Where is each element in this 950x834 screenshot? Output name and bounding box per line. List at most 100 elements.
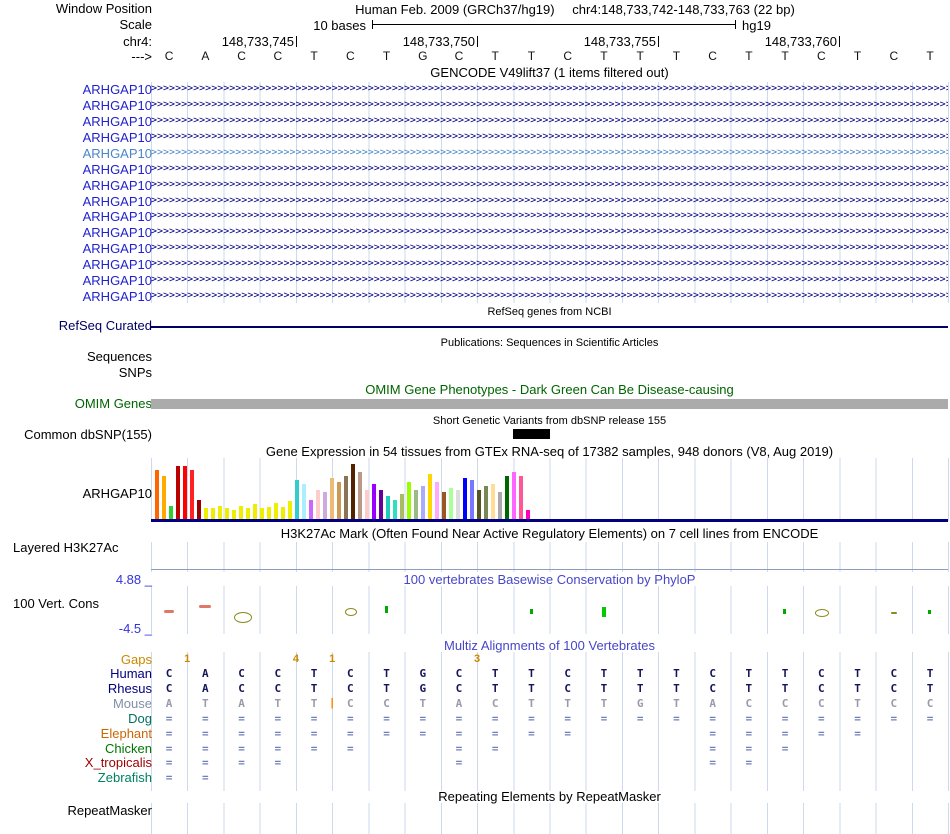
gtex-expression-bar <box>344 476 348 520</box>
sequence-base: C <box>273 49 283 63</box>
gtex-expression-bar <box>337 482 341 520</box>
sequences-track-label[interactable]: Sequences <box>86 349 152 364</box>
gencode-gene-label[interactable]: ARHGAP10 <box>82 146 152 161</box>
species-label-mouse[interactable]: Mouse <box>112 696 152 711</box>
gencode-gene-label[interactable]: ARHGAP10 <box>82 209 152 224</box>
gtex-expression-bar <box>463 478 467 520</box>
gencode-transcript-row[interactable]: >>>>>>>>>>>>>>>>>>>>>>>>>>>>>>>>>>>>>>>>… <box>151 115 948 126</box>
species-label-chicken[interactable]: Chicken <box>105 741 152 756</box>
alignment-base: = <box>383 712 390 725</box>
alignment-base: = <box>165 756 173 769</box>
species-label-dog[interactable]: Dog <box>128 711 152 726</box>
gencode-transcript-row[interactable]: >>>>>>>>>>>>>>>>>>>>>>>>>>>>>>>>>>>>>>>>… <box>151 290 948 301</box>
gencode-gene-label[interactable]: ARHGAP10 <box>82 289 152 304</box>
gencode-gene-label[interactable]: ARHGAP10 <box>82 273 152 288</box>
alignment-base: C <box>709 682 716 695</box>
refseq-curated-track[interactable] <box>151 326 948 328</box>
repeatmasker-track-label[interactable]: RepeatMasker <box>67 803 152 818</box>
alignment-row-chicken: = = = = = = = = = = = <box>151 742 948 755</box>
gencode-gene-label[interactable]: ARHGAP10 <box>82 257 152 272</box>
alignment-base: = <box>600 712 608 725</box>
gtex-expression-bar <box>232 510 236 520</box>
alignment-base <box>839 742 875 755</box>
position-title: Human Feb. 2009 (GRCh37/hg19) chr4:148,7… <box>205 2 945 17</box>
alignment-base: T <box>854 682 861 695</box>
assembly-label: hg19 <box>742 18 771 33</box>
conservation-track-header: 100 vertebrates Basewise Conservation by… <box>403 572 696 587</box>
gencode-transcript-row[interactable]: >>>>>>>>>>>>>>>>>>>>>>>>>>>>>>>>>>>>>>>>… <box>151 163 948 174</box>
gencode-gene-label[interactable]: ARHGAP10 <box>82 225 152 240</box>
gencode-transcript-row[interactable]: >>>>>>>>>>>>>>>>>>>>>>>>>>>>>>>>>>>>>>>>… <box>151 258 948 269</box>
gencode-gene-label[interactable]: ARHGAP10 <box>82 114 152 129</box>
alignment-base: C <box>165 667 173 680</box>
gencode-transcript-row[interactable]: >>>>>>>>>>>>>>>>>>>>>>>>>>>>>>>>>>>>>>>>… <box>151 131 948 142</box>
snps-track-label[interactable]: SNPs <box>118 365 152 380</box>
repeatmasker-track-header: Repeating Elements by RepeatMasker <box>438 789 661 804</box>
gencode-gene-label[interactable]: ARHGAP10 <box>82 241 152 256</box>
omim-genes-label[interactable]: OMIM Genes <box>74 396 152 411</box>
gtex-expression-bar <box>365 490 369 520</box>
gtex-bar-chart[interactable] <box>155 462 535 520</box>
publications-track-header: Publications: Sequences in Scientific Ar… <box>440 337 659 349</box>
gencode-gene-label[interactable]: ARHGAP10 <box>82 130 152 145</box>
h3k27ac-track-label[interactable]: Layered H3K27Ac <box>13 540 119 555</box>
species-label-human[interactable]: Human <box>110 666 152 681</box>
refseq-curated-label[interactable]: RefSeq Curated <box>58 318 152 333</box>
conservation-track-label[interactable]: 100 Vert. Cons <box>13 596 99 611</box>
gtex-gene-label[interactable]: ARHGAP10 <box>82 486 152 501</box>
alignment-base: = <box>310 727 318 740</box>
species-label-rhesus[interactable]: Rhesus <box>107 681 152 696</box>
gencode-transcript-row[interactable]: >>>>>>>>>>>>>>>>>>>>>>>>>>>>>>>>>>>>>>>>… <box>151 147 948 158</box>
conservation-mark <box>345 608 358 616</box>
dbsnp-variant[interactable] <box>513 429 550 439</box>
gtex-expression-bar <box>302 484 306 520</box>
alignment-base: T <box>419 697 427 710</box>
gencode-transcript-row[interactable]: >>>>>>>>>>>>>>>>>>>>>>>>>>>>>>>>>>>>>>>>… <box>151 226 948 237</box>
alignment-base: = <box>274 742 282 755</box>
range-title: chr4:148,733,742-148,733,763 (22 bp) <box>572 2 795 17</box>
gridlines-gencode <box>151 82 949 303</box>
alignment-base: C <box>346 682 354 695</box>
sequence-base: T <box>636 49 644 63</box>
gencode-gene-label[interactable]: ARHGAP10 <box>82 194 152 209</box>
alignment-base: T <box>673 697 680 710</box>
omim-genes-track[interactable] <box>151 399 948 409</box>
gtex-expression-bar <box>155 470 159 520</box>
alignment-base: C <box>274 682 282 695</box>
gencode-transcript-row[interactable]: >>>>>>>>>>>>>>>>>>>>>>>>>>>>>>>>>>>>>>>>… <box>151 242 948 253</box>
species-label-elephant[interactable]: Elephant <box>100 726 152 741</box>
gencode-gene-label[interactable]: ARHGAP10 <box>82 82 152 97</box>
alignment-base <box>622 742 658 755</box>
alignment-base: T <box>636 667 644 680</box>
alignment-base <box>767 771 803 784</box>
alignment-base <box>586 771 622 784</box>
common-dbsnp-label[interactable]: Common dbSNP(155) <box>24 427 152 442</box>
species-label-zebrafish[interactable]: Zebrafish <box>97 770 152 785</box>
gtex-expression-bar <box>400 494 404 520</box>
gencode-gene-label[interactable]: ARHGAP10 <box>82 178 152 193</box>
sequence-base: T <box>853 49 862 63</box>
gtex-expression-bar <box>421 486 425 520</box>
sequence-base: C <box>563 49 573 63</box>
alignment-base: C <box>890 697 898 710</box>
alignment-base: A <box>202 667 209 680</box>
gtex-expression-bar <box>379 490 383 520</box>
gencode-transcript-row[interactable]: >>>>>>>>>>>>>>>>>>>>>>>>>>>>>>>>>>>>>>>>… <box>151 83 948 94</box>
alignment-base <box>550 756 586 769</box>
species-label-x_tropicalis[interactable]: X_tropicalis <box>84 755 152 770</box>
gencode-gene-label[interactable]: ARHGAP10 <box>82 98 152 113</box>
gtex-expression-bar <box>239 506 243 520</box>
alignment-base: T <box>491 682 499 695</box>
gencode-transcript-row[interactable]: >>>>>>>>>>>>>>>>>>>>>>>>>>>>>>>>>>>>>>>>… <box>151 210 948 221</box>
gencode-gene-label[interactable]: ARHGAP10 <box>82 162 152 177</box>
gencode-transcript-row[interactable]: >>>>>>>>>>>>>>>>>>>>>>>>>>>>>>>>>>>>>>>>… <box>151 179 948 190</box>
alignment-base: C <box>818 682 825 695</box>
gencode-transcript-row[interactable]: >>>>>>>>>>>>>>>>>>>>>>>>>>>>>>>>>>>>>>>>… <box>151 274 948 285</box>
gencode-transcript-row[interactable]: >>>>>>>>>>>>>>>>>>>>>>>>>>>>>>>>>>>>>>>>… <box>151 195 948 206</box>
alignment-base <box>405 756 441 769</box>
alignment-gap-count: 1 <box>329 653 336 665</box>
gencode-transcript-row[interactable]: >>>>>>>>>>>>>>>>>>>>>>>>>>>>>>>>>>>>>>>>… <box>151 99 948 110</box>
alignment-base: T <box>673 667 680 680</box>
sequence-base: T <box>491 49 499 63</box>
